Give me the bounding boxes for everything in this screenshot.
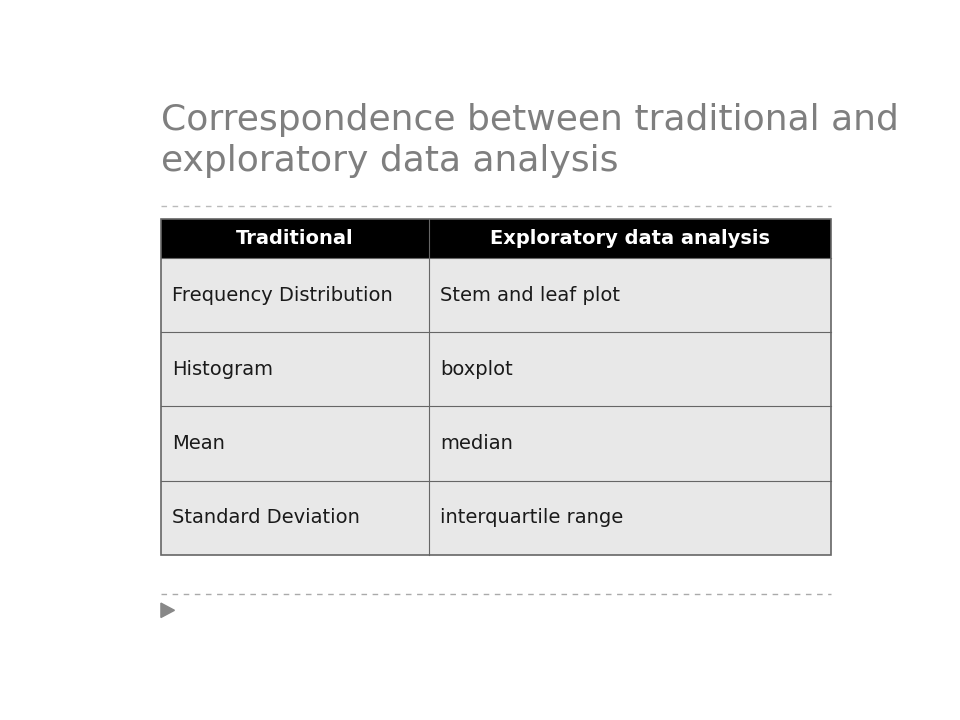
Text: Histogram: Histogram bbox=[172, 360, 273, 379]
Text: Standard Deviation: Standard Deviation bbox=[172, 508, 360, 527]
Text: Frequency Distribution: Frequency Distribution bbox=[172, 286, 393, 305]
Text: Exploratory data analysis: Exploratory data analysis bbox=[490, 229, 770, 248]
Text: interquartile range: interquartile range bbox=[440, 508, 623, 527]
Text: Correspondence between traditional and
exploratory data analysis: Correspondence between traditional and e… bbox=[161, 103, 899, 178]
Text: boxplot: boxplot bbox=[440, 360, 513, 379]
Text: Mean: Mean bbox=[172, 434, 225, 453]
Text: Stem and leaf plot: Stem and leaf plot bbox=[440, 286, 620, 305]
Bar bbox=[161, 332, 830, 407]
Bar bbox=[161, 258, 830, 332]
Bar bbox=[161, 220, 830, 258]
Bar bbox=[161, 481, 830, 555]
Bar bbox=[161, 220, 830, 555]
Text: Traditional: Traditional bbox=[236, 229, 353, 248]
Polygon shape bbox=[161, 603, 175, 618]
Bar bbox=[161, 407, 830, 481]
Text: median: median bbox=[440, 434, 513, 453]
